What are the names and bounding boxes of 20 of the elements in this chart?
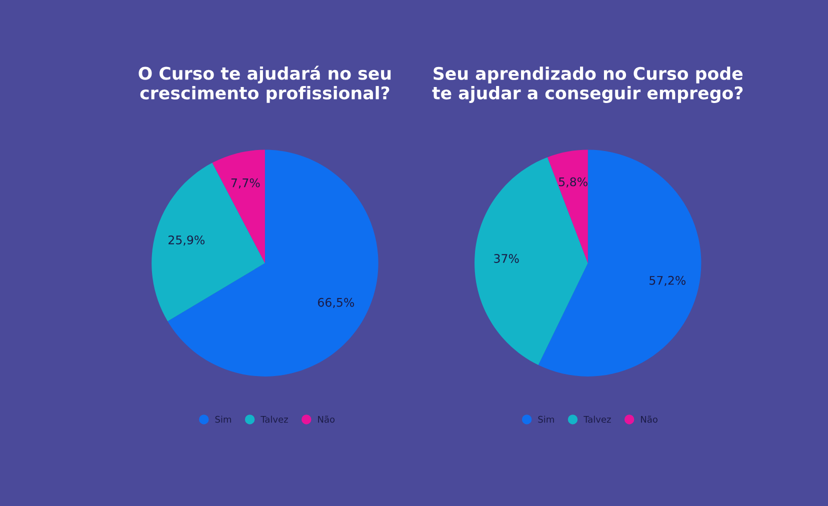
legend-label: Sim	[215, 416, 231, 423]
data-label: 5,8%	[559, 177, 588, 188]
pie-slice	[168, 150, 378, 376]
data-label: 25,9%	[168, 235, 205, 246]
chart-title: Seu aprendizado no Curso pode te ajudar a conseguir emprego?	[432, 66, 743, 103]
pie-slice	[538, 150, 702, 376]
legend-label: Talvez	[584, 416, 611, 423]
legend-label: Não	[318, 416, 335, 423]
data-label: 57,2%	[650, 276, 686, 286]
pie-slice	[212, 150, 265, 264]
data-label: 7,7%	[231, 178, 260, 189]
legend-label: Não	[641, 416, 658, 423]
pie-slice	[474, 157, 588, 366]
pie-slice	[152, 162, 265, 322]
chart-title: O Curso te ajudará no seu crescimento profissional?	[138, 66, 391, 103]
legend-label: Sim	[538, 416, 554, 423]
pie-slice	[547, 150, 588, 264]
legend-label: Talvez	[260, 416, 288, 423]
data-label: 66,5%	[318, 298, 354, 308]
data-label: 37%	[494, 254, 519, 263]
